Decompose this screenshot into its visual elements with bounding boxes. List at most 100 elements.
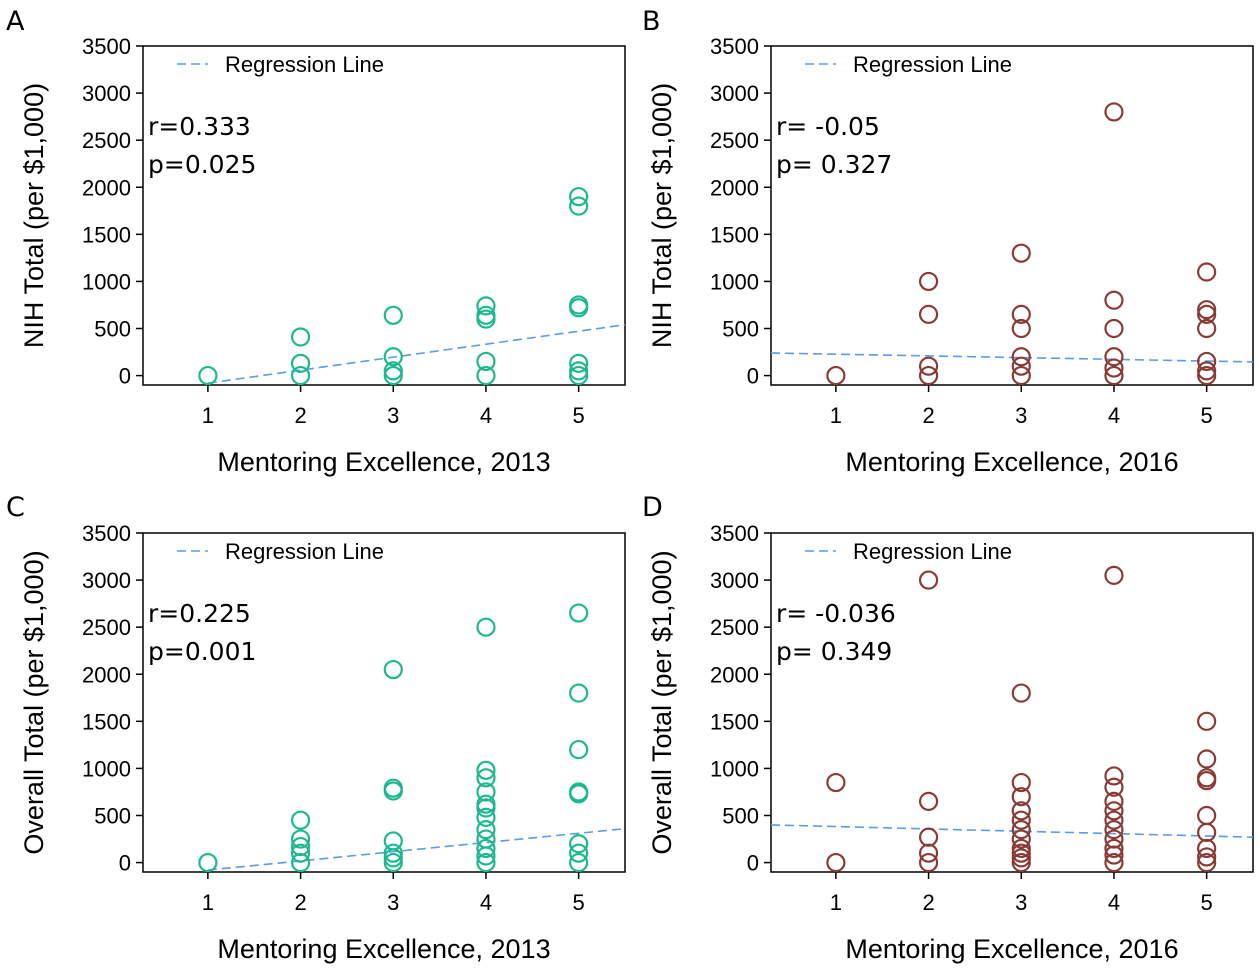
data-point (1197, 822, 1217, 843)
y-tick-label: 2000 (82, 662, 131, 687)
data-point (918, 356, 939, 376)
x-tick-label: 5 (1201, 890, 1213, 915)
y-tick-label: 0 (747, 364, 759, 389)
data-point (476, 852, 496, 873)
data-point (918, 304, 939, 324)
y-tick-label: 3000 (82, 81, 131, 106)
panel-a: A 0 500 1000 1500 2000 2500 3000 3500 1 2 3 4 5 Regr… (6, 6, 626, 477)
panel-letter: D (642, 492, 663, 523)
y-tick-label: 2000 (710, 662, 759, 687)
y-tick-label: 500 (94, 317, 131, 342)
data-point (1011, 829, 1031, 849)
x-tick-label: 1 (830, 890, 842, 915)
data-point (1197, 262, 1217, 282)
y-tick-label: 1000 (82, 269, 131, 294)
data-point (1011, 356, 1031, 376)
data-point (569, 295, 589, 315)
correlation-r: r=0.225 (148, 599, 251, 628)
data-point (1104, 801, 1124, 821)
data-point (1197, 304, 1217, 324)
plot-frame (142, 45, 626, 386)
y-tick-label: 0 (119, 851, 131, 876)
y-tick-label: 3500 (710, 521, 759, 546)
x-tick-label: 4 (1108, 890, 1120, 915)
x-tick-label: 4 (480, 890, 492, 915)
data-point (476, 305, 496, 325)
data-point (1011, 852, 1031, 873)
data-point (476, 829, 496, 849)
data-point (476, 617, 496, 637)
data-point (1197, 361, 1217, 381)
y-tick-label: 1500 (710, 709, 759, 734)
data-point (1197, 318, 1217, 339)
data-point (476, 365, 496, 386)
data-point (1104, 852, 1124, 873)
data-point (383, 659, 403, 680)
x-tick-label: 4 (480, 403, 492, 428)
data-point (1011, 683, 1031, 703)
plot-marks: 0 500 1000 1500 2000 2500 3000 3500 1 2 3 4 5 (710, 34, 1254, 428)
plot-frame (142, 532, 626, 873)
data-point (569, 361, 589, 381)
y-tick-label: 2500 (82, 128, 131, 153)
legend: Regression Line (805, 52, 1012, 77)
panel-letter: A (6, 6, 25, 37)
y-tick-label: 0 (119, 364, 131, 389)
data-point (476, 768, 496, 788)
data-point (1104, 102, 1124, 122)
data-point (290, 836, 311, 857)
regression-line (207, 323, 626, 384)
data-point (1011, 365, 1031, 386)
correlation-r: r= -0.036 (776, 599, 896, 628)
x-tick-label: 1 (202, 403, 214, 428)
data-point (1011, 810, 1031, 830)
panel-letter: C (6, 492, 25, 523)
data-point (1011, 772, 1031, 793)
legend-label: Regression Line (225, 539, 384, 564)
data-point (1104, 365, 1124, 386)
legend: Regression Line (805, 539, 1012, 564)
y-tick-label: 500 (94, 804, 131, 829)
data-point (290, 327, 311, 347)
data-point (1197, 852, 1217, 873)
data-point (569, 834, 589, 854)
y-tick-label: 3500 (82, 34, 131, 59)
data-point (918, 365, 939, 386)
x-tick-label: 5 (573, 890, 585, 915)
data-point (1104, 318, 1124, 339)
y-tick-label: 1500 (82, 709, 131, 734)
y-tick-label: 500 (722, 804, 759, 829)
data-point (918, 827, 939, 847)
y-tick-label: 1000 (710, 269, 759, 294)
data-point (569, 196, 589, 216)
data-point (918, 852, 939, 873)
y-axis-label: NIH Total (per $1,000) (647, 83, 677, 348)
x-tick-label: 3 (1015, 403, 1027, 428)
data-point (1104, 358, 1124, 378)
y-axis-label: NIH Total (per $1,000) (19, 83, 49, 348)
data-point (569, 852, 589, 873)
data-point (383, 778, 403, 798)
data-point (1104, 766, 1124, 786)
y-tick-label: 3000 (710, 568, 759, 593)
y-tick-label: 2500 (710, 128, 759, 153)
panel-b: B 0 500 1000 1500 2000 2500 3000 3500 1 2 3 4 5 Regr… (642, 6, 1254, 477)
data-point (198, 365, 218, 386)
data-point (1011, 347, 1031, 367)
data-point (1011, 838, 1031, 859)
data-point (826, 772, 846, 793)
x-tick-label: 2 (294, 403, 306, 428)
y-tick-label: 1000 (82, 756, 131, 781)
data-point (290, 365, 311, 386)
x-tick-label: 4 (1108, 403, 1120, 428)
data-point (1011, 848, 1031, 868)
legend-label: Regression Line (853, 539, 1012, 564)
data-point (1011, 304, 1031, 324)
data-point (383, 852, 403, 873)
legend-label: Regression Line (853, 52, 1012, 77)
y-tick-label: 2000 (710, 175, 759, 200)
data-point (1104, 810, 1124, 830)
data-point (569, 187, 589, 207)
y-axis-label: Overall Total (per $1,000) (647, 550, 677, 854)
